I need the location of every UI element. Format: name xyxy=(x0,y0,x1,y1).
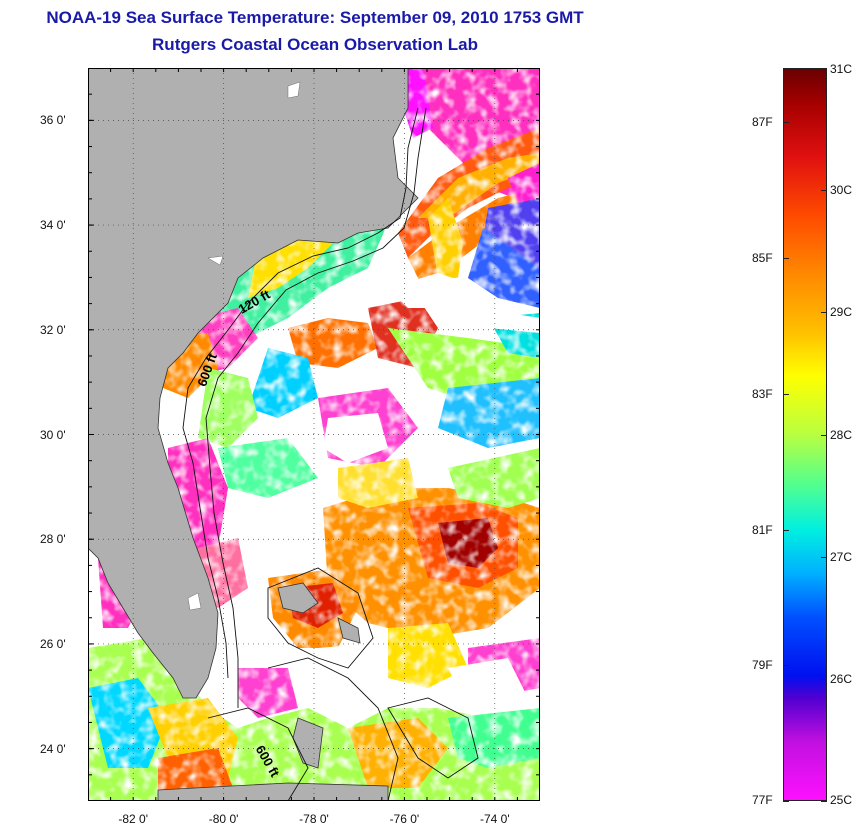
colorbar-celsius-label: 25C xyxy=(830,793,853,807)
colorbar-fahrenheit-label: 87F xyxy=(752,115,773,130)
colorbar-tick xyxy=(821,678,827,680)
colorbar-tick xyxy=(821,68,827,69)
colorbar-tick xyxy=(821,556,827,558)
colorbar-tick xyxy=(783,122,789,124)
lat-tick-label: 34 0' xyxy=(40,218,66,233)
colorbar-tick xyxy=(783,258,789,260)
lat-tick-label: 36 0' xyxy=(40,113,66,128)
colorbar-celsius-label: 30C xyxy=(830,183,853,198)
colorbar-tick xyxy=(783,529,789,531)
colorbar-tick xyxy=(783,801,789,802)
colorbar-tick xyxy=(783,665,789,667)
colorbar-tick xyxy=(821,190,827,192)
lon-tick-label: -74 0' xyxy=(479,812,510,826)
colorbar-celsius-label: 31C xyxy=(830,62,853,76)
lat-tick-label: 30 0' xyxy=(40,427,66,442)
colorbar-celsius-label: 28C xyxy=(830,427,853,442)
colorbar-fahrenheit-label: 85F xyxy=(752,251,773,266)
lat-tick-label: 26 0' xyxy=(40,636,66,651)
lon-tick-label: -78 0' xyxy=(299,812,329,826)
colorbar-gradient xyxy=(783,68,827,801)
colorbar-celsius-label: 26C xyxy=(830,671,853,686)
colorbar-tick xyxy=(821,434,827,436)
colorbar-fahrenheit-label: 79F xyxy=(752,658,773,673)
lon-tick-label: -82 0' xyxy=(118,812,149,826)
colorbar-fahrenheit-label: 77F xyxy=(752,793,773,807)
map-title: NOAA-19 Sea Surface Temperature: Septemb… xyxy=(46,8,584,27)
colorbar-celsius-label: 27C xyxy=(830,549,853,564)
colorbar-celsius-label: 29C xyxy=(830,305,853,320)
colorbar-fahrenheit-label: 81F xyxy=(752,522,773,537)
lon-tick-label: -80 0' xyxy=(208,812,239,826)
sst-map[interactable]: 120 ft 600 ft 600 ft xyxy=(88,68,540,801)
colorbar-fahrenheit-label: 83F xyxy=(752,386,773,401)
map-subtitle: Rutgers Coastal Ocean Observation Lab xyxy=(152,35,478,54)
colorbar-tick xyxy=(783,393,789,395)
colorbar-tick xyxy=(821,312,827,314)
lat-tick-label: 24 0' xyxy=(40,741,66,756)
axis-ticks xyxy=(88,68,540,801)
temperature-colorbar xyxy=(783,68,827,801)
lon-tick-label: -76 0' xyxy=(389,812,420,826)
lat-tick-label: 28 0' xyxy=(40,532,66,547)
map-grid xyxy=(88,68,540,801)
lat-tick-label: 32 0' xyxy=(40,322,66,337)
land xyxy=(88,68,419,801)
colorbar-tick xyxy=(821,801,827,802)
